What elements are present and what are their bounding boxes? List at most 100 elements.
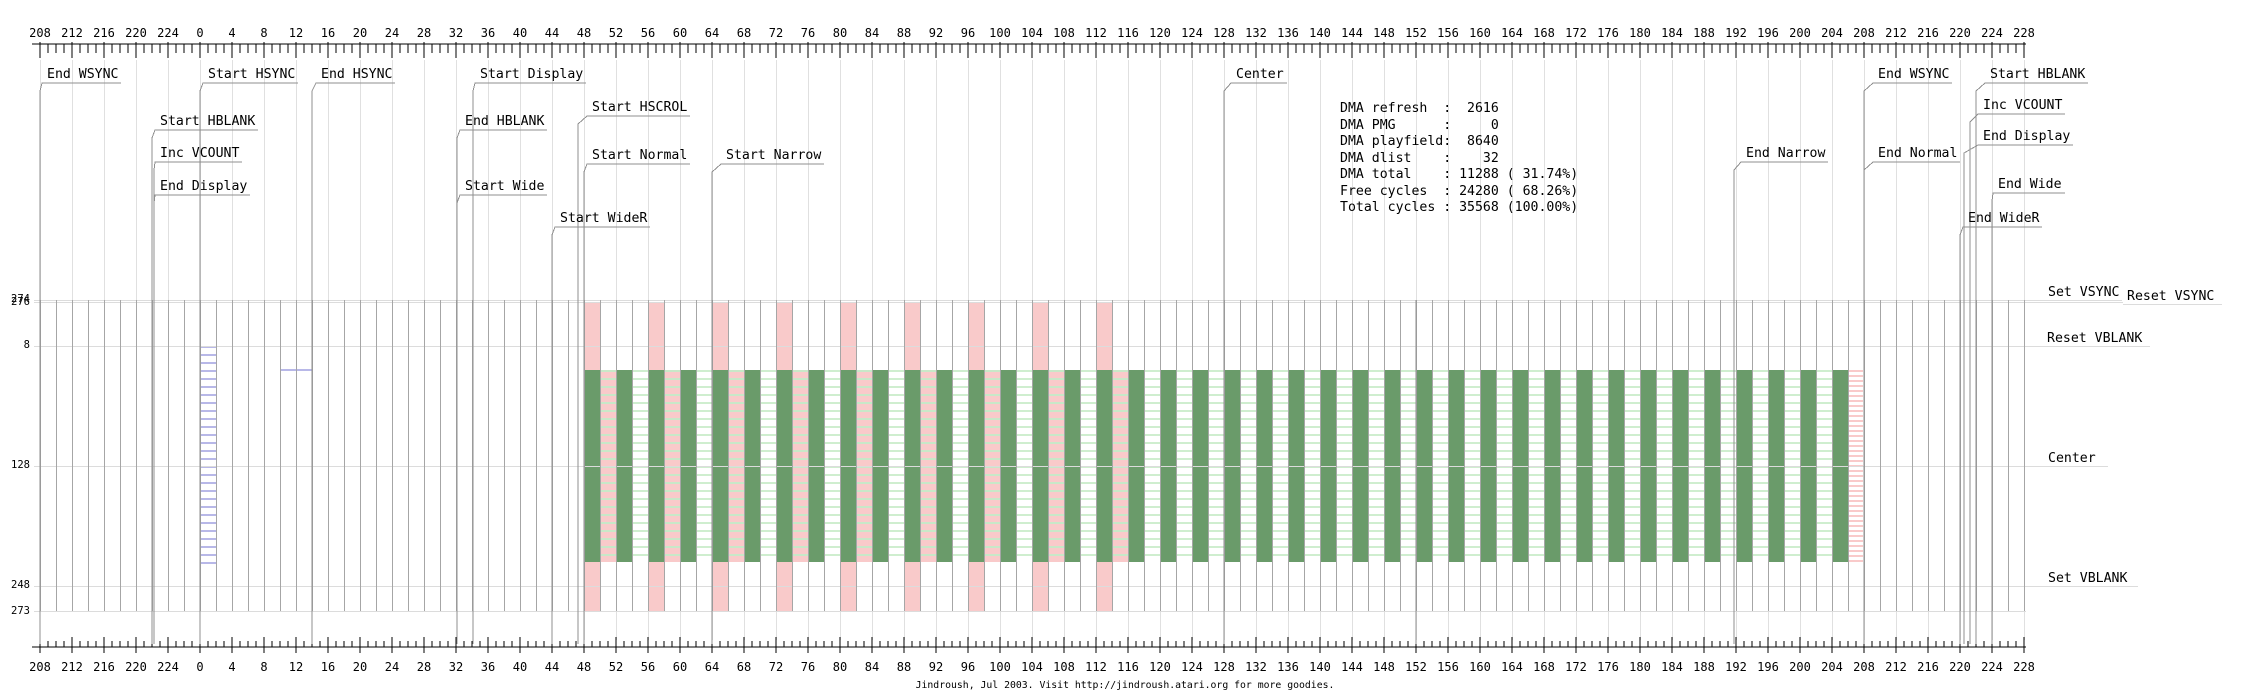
top-ruler-label: 156	[1437, 26, 1459, 40]
bottom-ruler-label: 228	[2013, 660, 2035, 674]
faint-major-line-bottom	[1864, 611, 1865, 640]
top-ruler-label: 120	[1149, 26, 1171, 40]
cycle-gridline	[1368, 300, 1369, 611]
bottom-ruler-label: 80	[832, 660, 848, 674]
cycle-gridline	[744, 300, 745, 611]
cycle-gridline	[424, 300, 425, 611]
top-ruler-label: 140	[1309, 26, 1331, 40]
row-label-reset-vsync: Reset VSYNC	[2127, 289, 2215, 304]
faint-major-line-top	[296, 60, 297, 300]
faint-major-line-bottom	[1704, 611, 1705, 640]
top-ruler-label: 96	[960, 26, 976, 40]
top-ruler-label: 124	[1181, 26, 1203, 40]
top-ruler-label: 12	[288, 26, 304, 40]
top-ruler-label: 192	[1725, 26, 1747, 40]
top-ruler-label: 32	[448, 26, 464, 40]
top-ruler-label: 220	[1949, 26, 1971, 40]
faint-major-line-top	[904, 60, 905, 300]
bottom-ruler-label: 116	[1117, 660, 1139, 674]
cycle-gridline	[1736, 300, 1737, 611]
top-ruler-label: 88	[896, 26, 912, 40]
event-label-end-normal: End Normal	[1878, 146, 1958, 161]
faint-major-line-bottom	[1448, 611, 1449, 640]
cycle-gridline	[296, 300, 297, 611]
top-ruler-label: 180	[1629, 26, 1651, 40]
cycle-gridline	[504, 300, 505, 611]
bottom-ruler-label: 220	[1949, 660, 1971, 674]
event-label-end-wsync: End WSYNC	[47, 67, 119, 82]
faint-major-line-top	[1000, 60, 1001, 300]
faint-major-line-top	[424, 60, 425, 300]
event-label-end-wsync: End WSYNC	[1878, 67, 1950, 82]
bottom-ruler-label: 12	[288, 660, 304, 674]
cycle-gridline	[1320, 300, 1321, 611]
event-label-inc-vcount: Inc VCOUNT	[160, 146, 240, 161]
faint-major-line-top	[1320, 60, 1321, 300]
faint-major-line-bottom	[1672, 611, 1673, 640]
bottom-ruler-label: 32	[448, 660, 464, 674]
event-label-end-display: End Display	[160, 179, 248, 194]
cycle-gridline	[1304, 300, 1305, 611]
top-ruler-label: 40	[512, 26, 528, 40]
faint-major-line-top	[1672, 60, 1673, 300]
faint-major-line-top	[264, 60, 265, 300]
top-ruler-label: 68	[736, 26, 752, 40]
faint-major-line-top	[808, 60, 809, 300]
faint-major-line-bottom	[1192, 611, 1193, 640]
faint-major-line-top	[1096, 60, 1097, 300]
top-ruler-label: 220	[125, 26, 147, 40]
faint-major-line-top	[776, 60, 777, 300]
stats-line: DMA refresh : 2616	[1340, 101, 1499, 116]
bottom-ruler-label: 16	[320, 660, 336, 674]
top-ruler-label: 208	[29, 26, 51, 40]
bottom-ruler-label: 200	[1789, 660, 1811, 674]
bottom-ruler-label: 28	[416, 660, 432, 674]
scanline-axis-label: 276	[11, 296, 30, 308]
bottom-ruler-label: 0	[196, 660, 204, 674]
top-ruler-label: 16	[320, 26, 336, 40]
vcount-increment-column	[201, 346, 216, 564]
cycle-gridline	[728, 300, 729, 611]
cycle-gridline	[1720, 300, 1721, 611]
faint-major-line-bottom	[1576, 611, 1577, 640]
top-ruler-label: 216	[1917, 26, 1939, 40]
bottom-ruler-label: 204	[1821, 660, 1843, 674]
faint-major-line-top	[1992, 60, 1993, 300]
faint-major-line-bottom	[1928, 611, 1929, 640]
faint-major-line-bottom	[1384, 611, 1385, 640]
event-label-start-hscrol: Start HSCROL	[592, 100, 688, 115]
cycle-gridline	[344, 300, 345, 611]
bottom-ruler-label: 224	[1981, 660, 2003, 674]
cycle-gridline	[1224, 300, 1225, 611]
cycle-gridline	[1640, 300, 1641, 611]
faint-major-line-top	[1064, 60, 1065, 300]
faint-major-line-bottom	[808, 611, 809, 640]
top-ruler-label: 212	[1885, 26, 1907, 40]
cycle-gridline	[376, 300, 377, 611]
bottom-ruler-label: 96	[960, 660, 976, 674]
cycle-gridline	[696, 300, 697, 611]
event-label-start-display: Start Display	[480, 67, 584, 82]
stats-line: DMA total : 11288 ( 31.74%)	[1340, 167, 1579, 182]
cycle-gridline	[1800, 300, 1801, 611]
top-ruler-label: 108	[1053, 26, 1075, 40]
stats-line: Total cycles : 35568 (100.00%)	[1340, 200, 1579, 215]
event-label-start-hblank: Start HBLANK	[1990, 67, 2086, 82]
bottom-ruler-label: 68	[736, 660, 752, 674]
event-label-start-wide: Start Wide	[465, 179, 545, 194]
stats-line: Free cycles : 24280 ( 68.26%)	[1340, 183, 1579, 199]
faint-major-line-top	[840, 60, 841, 300]
bottom-ruler-label: 72	[768, 660, 784, 674]
bottom-ruler-label: 144	[1341, 660, 1363, 674]
cycle-gridline	[1848, 300, 1849, 611]
faint-major-line-top	[1960, 60, 1961, 300]
faint-major-line-top	[744, 60, 745, 300]
stats-line: DMA dlist : 32	[1340, 150, 1499, 166]
top-ruler-label: 48	[576, 26, 592, 40]
faint-major-line-top	[584, 60, 585, 300]
faint-major-line-top	[1288, 60, 1289, 300]
cycle-gridline	[1672, 300, 1673, 611]
event-label-end-hblank: End HBLANK	[465, 114, 545, 129]
faint-major-line-bottom	[1992, 611, 1993, 640]
